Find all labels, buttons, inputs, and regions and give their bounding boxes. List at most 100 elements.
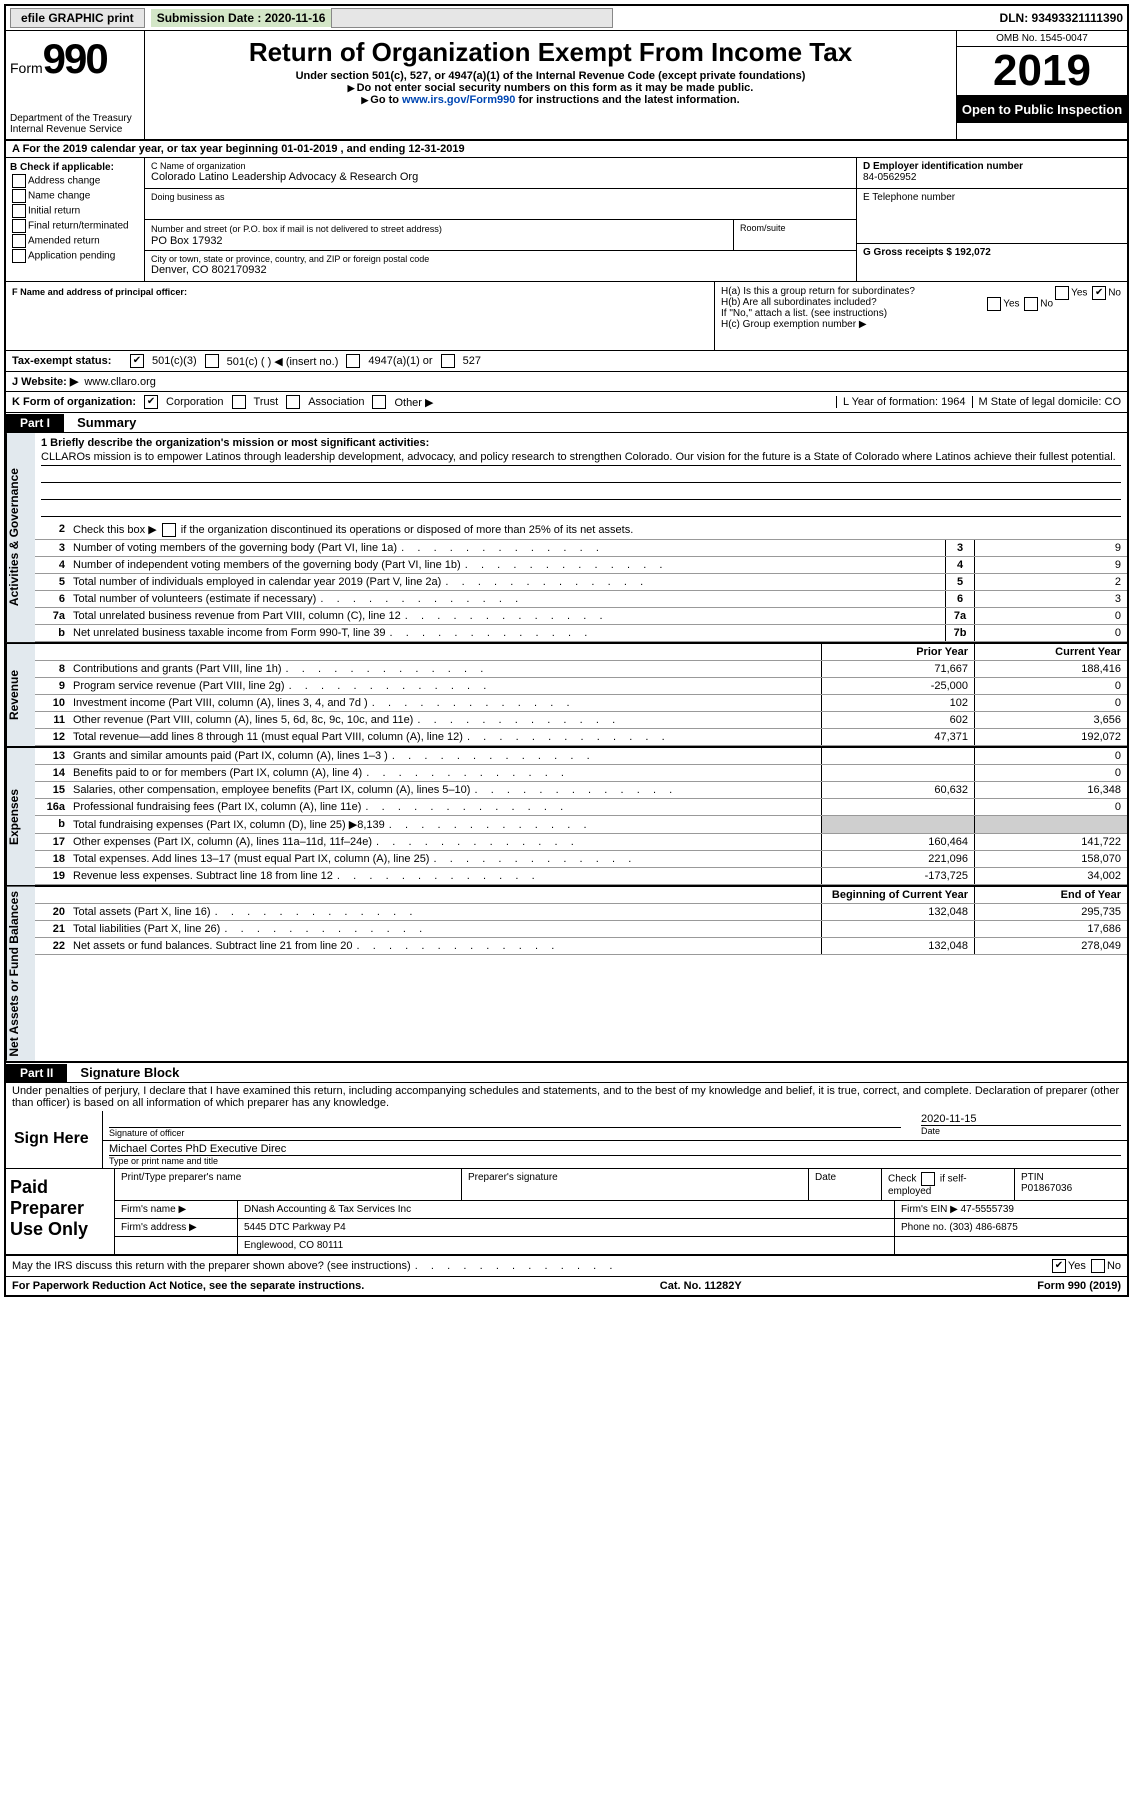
ha-yes[interactable] [1055, 286, 1069, 300]
ha-row: H(a) Is this a group return for subordin… [721, 286, 1121, 297]
assoc-label: Association [308, 396, 364, 408]
irs-link[interactable]: www.irs.gov/Form990 [402, 94, 515, 106]
col-b-label: B Check if applicable: [10, 162, 140, 173]
tax-year: 2019 [957, 47, 1127, 96]
governance-body: 1 Briefly describe the organization's mi… [35, 433, 1127, 642]
mission-line4 [41, 502, 1121, 517]
chk-final-return[interactable]: Final return/terminated [10, 219, 140, 233]
firm-phone-label: Phone no. [901, 1222, 947, 1233]
form-number-big: 990 [43, 35, 107, 82]
submission-date: Submission Date : 2020-11-16 [151, 9, 332, 27]
discuss-no[interactable] [1091, 1259, 1105, 1273]
ha-yes-label: Yes [1071, 288, 1087, 299]
j-label: J Website: ▶ [12, 375, 78, 388]
form-990-page: efile GRAPHIC print Submission Date : 20… [4, 4, 1129, 1297]
chk-app-pending[interactable]: Application pending [10, 249, 140, 263]
chk-discontinued[interactable] [162, 523, 176, 537]
exp-line-16a: 16aProfessional fundraising fees (Part I… [35, 799, 1127, 816]
chk-initial-return[interactable]: Initial return [10, 204, 140, 218]
gov-line-4: 4Number of independent voting members of… [35, 557, 1127, 574]
hb-yes[interactable] [987, 297, 1001, 311]
org-name-label: C Name of organization [151, 161, 850, 171]
firm-name: DNash Accounting & Tax Services Inc [238, 1201, 895, 1218]
chk-name-change-label: Name change [28, 191, 90, 202]
chk-corp[interactable] [144, 395, 158, 409]
form-title: Return of Organization Exempt From Incom… [155, 37, 946, 68]
net-colhdr: Beginning of Current Year End of Year [35, 887, 1127, 904]
other-label: Other ▶ [394, 396, 433, 409]
firm-name-label: Firm's name ▶ [115, 1201, 238, 1218]
row-klm: K Form of organization: Corporation Trus… [6, 392, 1127, 413]
chk-name-change[interactable]: Name change [10, 189, 140, 203]
chk-address-change[interactable]: Address change [10, 174, 140, 188]
vlabel-expenses: Expenses [6, 748, 35, 885]
gov-line-3: 3Number of voting members of the governi… [35, 540, 1127, 557]
street-label: Number and street (or P.O. box if mail i… [151, 224, 442, 234]
efile-print-button[interactable]: efile GRAPHIC print [10, 8, 145, 28]
footer-cat: Cat. No. 11282Y [660, 1280, 742, 1292]
chk-501c3[interactable] [130, 354, 144, 368]
net-line-21: 21Total liabilities (Part X, line 26)17,… [35, 921, 1127, 938]
block-bcd: B Check if applicable: Address change Na… [6, 158, 1127, 282]
ptin-label: PTIN [1021, 1172, 1044, 1183]
paid-row-addr2: Englewood, CO 80111 [115, 1237, 1127, 1254]
vlabel-net: Net Assets or Fund Balances [6, 887, 35, 1061]
vlabel-governance: Activities & Governance [6, 433, 35, 642]
phone-cell: E Telephone number [857, 189, 1127, 244]
current-year-hdr: Current Year [974, 644, 1127, 660]
blank-button[interactable] [331, 8, 613, 28]
chk-self-employed[interactable] [921, 1172, 935, 1186]
chk-amended[interactable]: Amended return [10, 234, 140, 248]
chk-trust[interactable] [232, 395, 246, 409]
header-middle: Return of Organization Exempt From Incom… [145, 31, 957, 139]
org-name-cell: C Name of organization Colorado Latino L… [145, 158, 856, 189]
gov-line-6: 6Total number of volunteers (estimate if… [35, 591, 1127, 608]
col-b-checkboxes: B Check if applicable: Address change Na… [6, 158, 145, 281]
hb-yes-label: Yes [1003, 299, 1019, 310]
firm-ein: 47-5555739 [961, 1204, 1014, 1215]
exp-line-19: 19Revenue less expenses. Subtract line 1… [35, 868, 1127, 885]
gov-line-7a: 7aTotal unrelated business revenue from … [35, 608, 1127, 625]
dept-treasury: Department of the Treasury [10, 113, 140, 124]
exp-line-15: 15Salaries, other compensation, employee… [35, 782, 1127, 799]
paid-preparer: Paid Preparer Use Only Print/Type prepar… [6, 1169, 1127, 1256]
expenses-body: 13Grants and similar amounts paid (Part … [35, 748, 1127, 885]
exp-line-13: 13Grants and similar amounts paid (Part … [35, 748, 1127, 765]
rev-line-8: 8Contributions and grants (Part VIII, li… [35, 661, 1127, 678]
sect-governance: Activities & Governance 1 Briefly descri… [6, 433, 1127, 644]
preparer-name-hdr: Print/Type preparer's name [115, 1169, 462, 1200]
h-group: H(a) Is this a group return for subordin… [715, 282, 1127, 350]
hc-label: H(c) Group exemption number ▶ [721, 319, 1121, 330]
gov-line-5: 5Total number of individuals employed in… [35, 574, 1127, 591]
line-2-text: Check this box ▶ if the organization dis… [73, 524, 633, 536]
row-fh: F Name and address of principal officer:… [6, 282, 1127, 351]
sig-date-value: 2020-11-15 [921, 1113, 1121, 1125]
form-subtitle: Under section 501(c), 527, or 4947(a)(1)… [155, 70, 946, 82]
prior-year-hdr: Prior Year [821, 644, 974, 660]
i-label: Tax-exempt status: [12, 355, 122, 367]
exp-line-14: 14Benefits paid to or for members (Part … [35, 765, 1127, 782]
corp-label: Corporation [166, 396, 223, 408]
firm-addr-label: Firm's address ▶ [115, 1219, 238, 1236]
col-c: C Name of organization Colorado Latino L… [145, 158, 857, 281]
city-cell: City or town, state or province, country… [145, 251, 856, 281]
hb-no-label: No [1040, 299, 1053, 310]
form-number: Form990 [10, 35, 140, 83]
rev-line-10: 10Investment income (Part VIII, column (… [35, 695, 1127, 712]
revenue-colhdr: Prior Year Current Year [35, 644, 1127, 661]
rev-line-11: 11Other revenue (Part VIII, column (A), … [35, 712, 1127, 729]
501c-label: 501(c) ( ) ◀ (insert no.) [227, 355, 339, 368]
chk-4947[interactable] [346, 354, 360, 368]
rev-line-12: 12Total revenue—add lines 8 through 11 (… [35, 729, 1127, 746]
ha-no[interactable] [1092, 286, 1106, 300]
hb-no[interactable] [1024, 297, 1038, 311]
chk-other[interactable] [372, 395, 386, 409]
chk-527[interactable] [441, 354, 455, 368]
chk-501c[interactable] [205, 354, 219, 368]
dba-cell: Doing business as [145, 189, 856, 220]
exp-line-b: bTotal fundraising expenses (Part IX, co… [35, 816, 1127, 834]
discuss-yes[interactable] [1052, 1259, 1066, 1273]
form-header: Form990 Department of the Treasury Inter… [6, 31, 1127, 141]
revenue-body: Prior Year Current Year 8Contributions a… [35, 644, 1127, 746]
chk-assoc[interactable] [286, 395, 300, 409]
